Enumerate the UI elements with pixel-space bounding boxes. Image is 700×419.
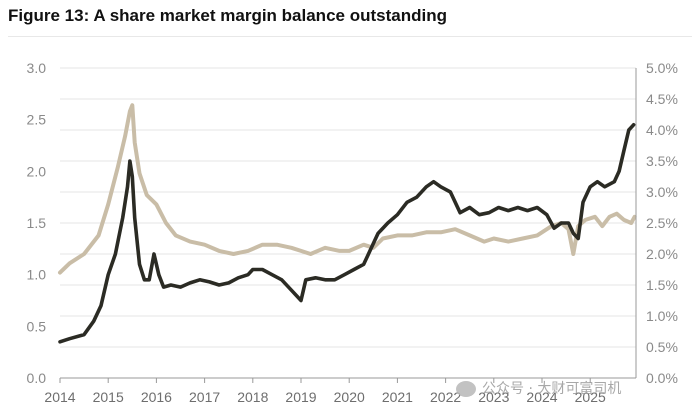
left-tick-label: 2.0 [27,163,47,179]
margin-ratio-line [58,103,637,275]
left-tick-label: 0.5 [27,318,47,334]
right-tick-label: 1.0% [646,308,678,324]
chart-title: Figure 13: A share market margin balance… [8,6,447,25]
x-tick-label: 2018 [237,389,268,405]
x-tick-label: 2020 [334,389,365,405]
right-tick-label: 0.5% [646,339,678,355]
x-tick-label: 2024 [526,389,557,405]
x-tick-label: 2019 [285,389,316,405]
right-tick-label: 2.5% [646,215,678,231]
x-tick-label: 2015 [93,389,124,405]
left-tick-label: 2.5 [27,112,47,128]
x-tick-label: 2017 [189,389,220,405]
right-tick-label: 3.5% [646,153,678,169]
x-tick-label: 2021 [382,389,413,405]
title-divider [8,36,692,37]
right-tick-label: 5.0% [646,60,678,76]
watermark-text: 公众号 · 大财可富司机 [482,381,622,397]
x-tick-label: 2014 [44,389,75,405]
x-axis-ticks: 2014 2015 2016 2017 2018 2019 2020 2021 2022 2023… [44,378,606,405]
right-tick-label: 4.5% [646,91,678,107]
x-tick-label: 2016 [141,389,172,405]
x-tick-label: 2023 [478,389,509,405]
right-tick-label: 2.0% [646,246,678,262]
right-tick-label: 3.0% [646,184,678,200]
right-tick-label: 4.0% [646,122,678,138]
left-axis-ticks: 0.0 0.5 1.0 1.5 2.0 2.5 3.0 [27,60,47,386]
left-tick-label: 3.0 [27,60,47,76]
series-lines [58,103,637,344]
right-axis-ticks: 0.0% 0.5% 1.0% 1.5% 2.0% 2.5% 3.0% 3.5% 4.0% 4.5%… [646,60,678,386]
x-tick-label: 2025 [575,389,606,405]
right-tick-label: 0.0% [646,370,678,386]
left-tick-label: 1.0 [27,267,47,283]
watermark: 公众号 · 大财可富司机 [456,378,621,398]
gridlines [60,67,636,348]
margin-balance-line [58,123,636,344]
wechat-icon [456,381,476,397]
right-tick-label: 1.5% [646,277,678,293]
left-tick-label: 1.5 [27,215,47,231]
x-tick-label: 2022 [430,389,461,405]
left-tick-label: 0.0 [27,370,47,386]
